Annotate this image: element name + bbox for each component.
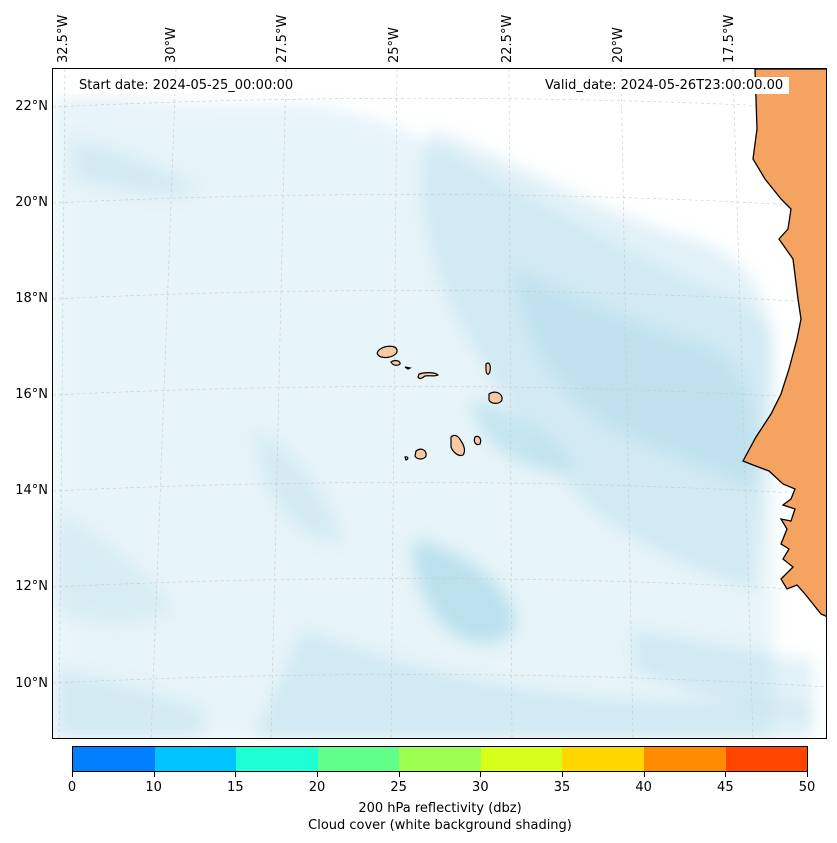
island-sao-nicolau xyxy=(417,372,440,380)
map-canvas xyxy=(53,69,826,738)
longitude-label: 32.5°W xyxy=(56,14,71,63)
colorbar-segment xyxy=(236,747,318,771)
island-brava xyxy=(404,456,409,461)
colorbar-segment xyxy=(562,747,644,771)
colorbar-tick-label: 30 xyxy=(472,780,489,795)
latitude-label: 22°N xyxy=(15,99,48,114)
colorbar-segment xyxy=(480,747,563,771)
colorbar-segment xyxy=(643,747,726,771)
longitude-label: 22.5°W xyxy=(500,14,515,63)
colorbar-tick xyxy=(807,772,808,777)
longitude-label: 30°W xyxy=(164,27,179,63)
colorbar-tick-label: 45 xyxy=(717,780,734,795)
colorbar-segment xyxy=(73,747,155,771)
island-boa-vista xyxy=(488,391,503,404)
colorbar-segment xyxy=(399,747,481,771)
colorbar-tick xyxy=(480,772,482,777)
colorbar-label: 200 hPa reflectivity (dbz) xyxy=(358,801,522,816)
colorbar-tick xyxy=(725,772,727,777)
colorbar-tick-label: 50 xyxy=(798,780,816,795)
colorbar-tick-label: 35 xyxy=(553,780,571,795)
island-fogo xyxy=(414,448,427,460)
latitude-label: 16°N xyxy=(15,387,48,402)
colorbar xyxy=(72,746,808,772)
island-sao-vicente xyxy=(390,359,401,366)
colorbar-tick-label: 10 xyxy=(145,780,162,795)
colorbar-tick xyxy=(72,772,73,777)
latitude-label: 20°N xyxy=(15,195,48,210)
map-panel xyxy=(52,68,827,739)
latitude-label: 14°N xyxy=(15,483,48,498)
colorbar-tick xyxy=(235,772,237,777)
colorbar-tick-label: 20 xyxy=(308,780,326,795)
colorbar-tick-label: 40 xyxy=(635,780,652,795)
longitude-label: 25°W xyxy=(387,27,402,63)
african-coastline xyxy=(742,69,826,617)
cloud-cover-shading xyxy=(53,96,813,738)
colorbar-sublabel: Cloud cover (white background shading) xyxy=(308,818,572,833)
colorbar-segment xyxy=(154,747,237,771)
island-sal xyxy=(485,362,491,375)
colorbar-tick xyxy=(153,772,155,777)
colorbar-tick-label: 0 xyxy=(67,780,77,795)
colorbar-tick-label: 25 xyxy=(390,780,407,795)
island-maio xyxy=(473,435,482,446)
island-santa-luzia xyxy=(404,366,412,370)
island-santiago xyxy=(450,434,466,457)
colorbar-tick xyxy=(643,772,645,777)
longitude-label: 27.5°W xyxy=(275,14,290,63)
longitude-label: 20°W xyxy=(611,27,626,63)
colorbar-tick xyxy=(398,772,400,777)
colorbar-segment xyxy=(317,747,400,771)
colorbar-tick xyxy=(317,772,318,777)
latitude-label: 10°N xyxy=(15,676,48,691)
island-santo-antao xyxy=(376,345,398,359)
latitude-label: 12°N xyxy=(15,579,48,594)
longitude-label: 17.5°W xyxy=(722,14,737,63)
latitude-label: 18°N xyxy=(15,291,48,306)
colorbar-tick xyxy=(562,772,563,777)
colorbar-tick-label: 15 xyxy=(227,780,244,795)
colorbar-segment xyxy=(725,747,808,771)
valid-date-label: Valid_date: 2024-05-26T23:00:00.00 xyxy=(539,77,790,94)
start-date-label: Start date: 2024-05-25_00:00:00 xyxy=(73,77,300,94)
cape-verde-islands xyxy=(376,345,503,461)
graticule xyxy=(53,69,826,738)
